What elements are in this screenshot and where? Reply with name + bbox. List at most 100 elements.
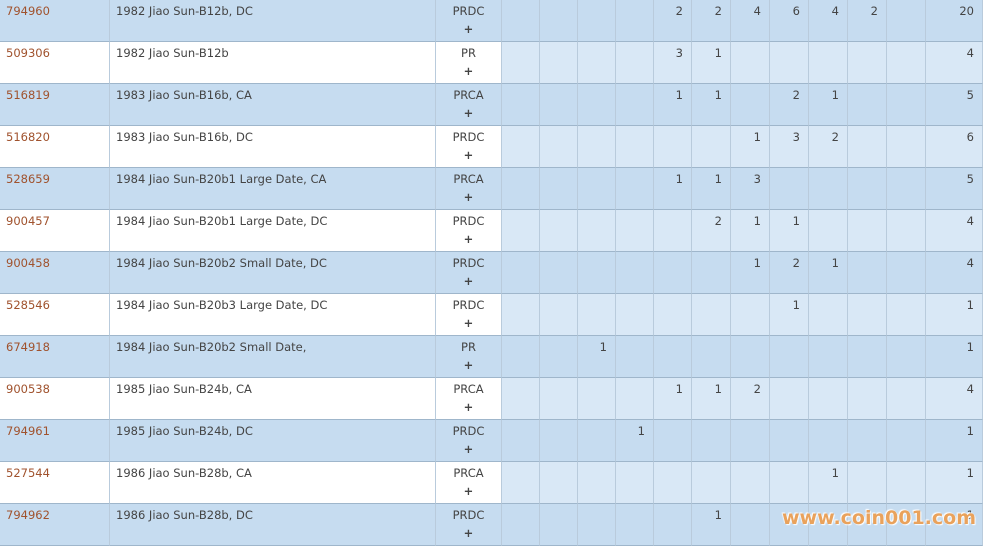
description: 1985 Jiao Sun-B24b, CA [110,378,436,420]
expand-button[interactable]: + [463,22,474,36]
count-cell [848,378,887,420]
count-cell: 1 [731,126,770,168]
expand-button[interactable]: + [463,316,474,330]
expand-button[interactable]: + [463,358,474,372]
count-cell: 4 [731,0,770,42]
total-cell: 4 [926,210,983,252]
count-cell: 2 [692,0,731,42]
grade-text: PRDC [452,130,485,144]
expand-button[interactable]: + [463,148,474,162]
count-cell [502,42,540,84]
coin-id-link[interactable]: 528546 [0,294,110,336]
expand-button[interactable]: + [463,232,474,246]
count-cell: 6 [770,0,809,42]
description: 1984 Jiao Sun-B20b3 Large Date, DC [110,294,436,336]
description: 1985 Jiao Sun-B24b, DC [110,420,436,462]
grade: PRCA + [436,462,502,504]
description: 1983 Jiao Sun-B16b, CA [110,84,436,126]
coin-id-link[interactable]: 900458 [0,252,110,294]
count-cell [809,168,848,210]
count-cell [540,420,578,462]
count-cell [540,378,578,420]
count-cell [616,168,654,210]
expand-button[interactable]: + [463,442,474,456]
count-cell: 4 [809,0,848,42]
coin-id-link[interactable]: 900538 [0,378,110,420]
total-cell: 4 [926,252,983,294]
coin-id-link[interactable]: 794960 [0,0,110,42]
count-cell [540,168,578,210]
expand-button[interactable]: + [463,484,474,498]
count-cell [540,252,578,294]
count-cell [540,210,578,252]
count-cell: 2 [848,0,887,42]
count-cell [848,168,887,210]
count-cell: 1 [809,252,848,294]
count-cell [502,420,540,462]
expand-button[interactable]: + [463,190,474,204]
count-cell [654,336,692,378]
count-cell [540,0,578,42]
count-cell [502,126,540,168]
count-cell [540,294,578,336]
grade-text: PR [461,46,476,60]
coin-id-link[interactable]: 516820 [0,126,110,168]
count-cell [502,0,540,42]
description: 1982 Jiao Sun-B12b, DC [110,0,436,42]
count-cell: 2 [770,252,809,294]
coin-id-link[interactable]: 674918 [0,336,110,378]
count-cell: 1 [731,210,770,252]
count-cell: 1 [654,168,692,210]
count-cell [616,42,654,84]
coin-id-link[interactable]: 509306 [0,42,110,84]
grade-text: PRDC [452,256,485,270]
expand-button[interactable]: + [463,526,474,540]
count-cell [887,210,926,252]
count-cell [578,294,616,336]
count-cell [616,210,654,252]
grade-text: PRCA [453,382,484,396]
coin-id-link[interactable]: 516819 [0,84,110,126]
count-cell [502,252,540,294]
coin-id-link[interactable]: 528659 [0,168,110,210]
count-cell [578,210,616,252]
expand-button[interactable]: + [463,64,474,78]
count-cell [692,420,731,462]
count-cell [731,42,770,84]
count-cell [848,84,887,126]
count-cell [887,252,926,294]
grade: PR + [436,42,502,84]
count-cell [578,126,616,168]
count-cell [731,336,770,378]
description: 1984 Jiao Sun-B20b1 Large Date, DC [110,210,436,252]
expand-button[interactable]: + [463,106,474,120]
coin-id-link[interactable]: 794961 [0,420,110,462]
coin-id-link[interactable]: 527544 [0,462,110,504]
count-cell [502,504,540,546]
coin-id-link[interactable]: 794962 [0,504,110,546]
grade: PRDC + [436,0,502,42]
count-cell [654,420,692,462]
coin-id-link[interactable]: 900457 [0,210,110,252]
count-cell [502,294,540,336]
expand-button[interactable]: + [463,400,474,414]
count-cell [848,42,887,84]
grade-text: PRDC [452,508,485,522]
count-cell [887,378,926,420]
count-cell [616,294,654,336]
total-cell: 5 [926,84,983,126]
description: 1986 Jiao Sun-B28b, CA [110,462,436,504]
count-cell [578,504,616,546]
count-cell [540,126,578,168]
grade: PRCA + [436,378,502,420]
count-cell: 2 [654,0,692,42]
count-cell [731,294,770,336]
expand-button[interactable]: + [463,274,474,288]
description: 1984 Jiao Sun-B20b1 Large Date, CA [110,168,436,210]
count-cell [770,42,809,84]
count-cell [848,420,887,462]
count-cell [770,504,809,546]
count-cell [770,420,809,462]
count-cell: 1 [654,84,692,126]
count-cell [692,336,731,378]
